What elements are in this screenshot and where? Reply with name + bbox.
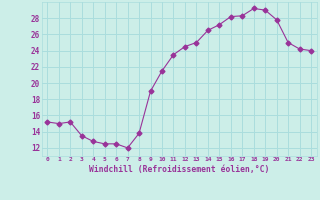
- X-axis label: Windchill (Refroidissement éolien,°C): Windchill (Refroidissement éolien,°C): [89, 165, 269, 174]
